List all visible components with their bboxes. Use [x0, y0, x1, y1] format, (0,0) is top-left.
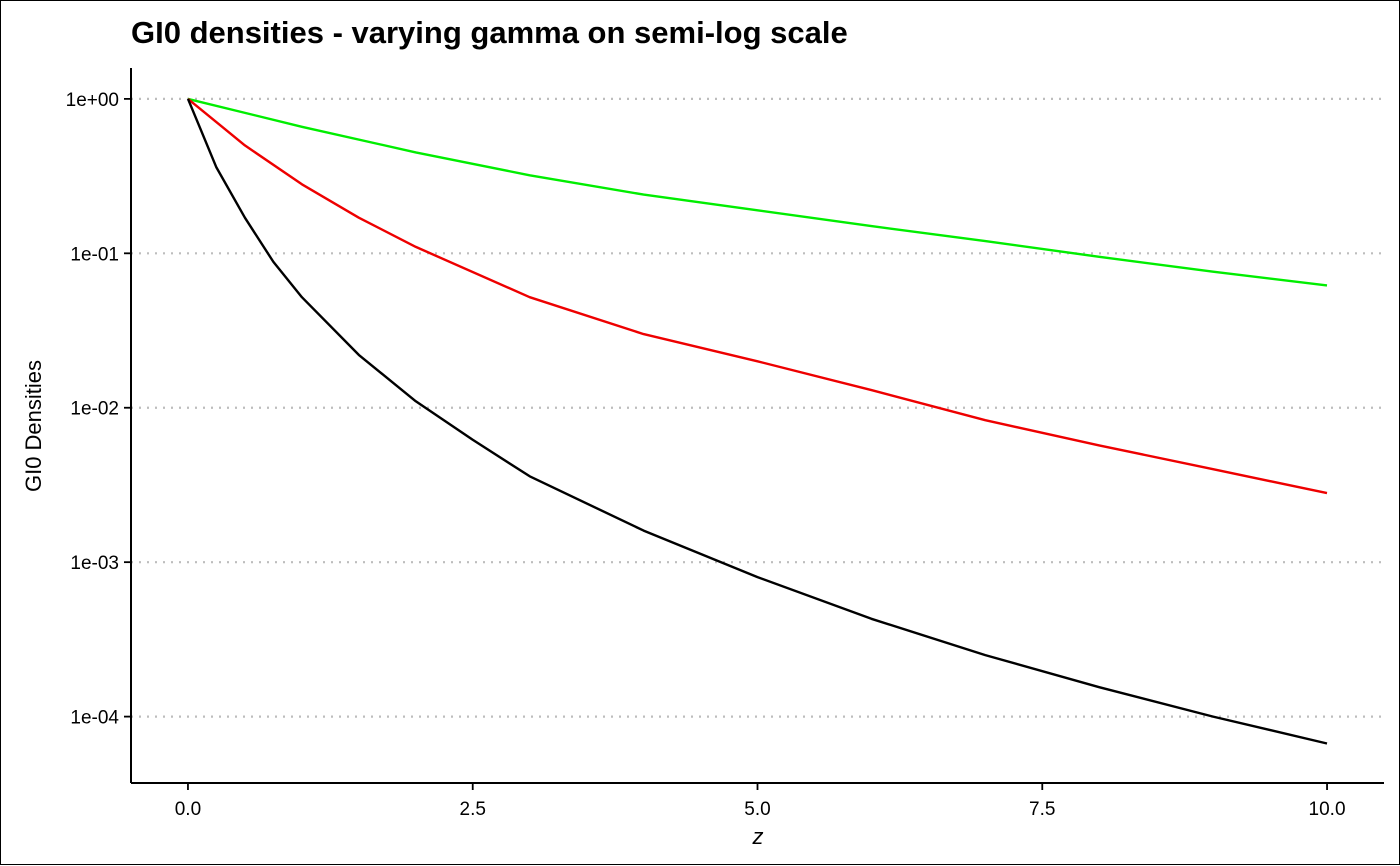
x-tick-label: 7.5	[1029, 799, 1055, 820]
gridlines	[131, 97, 1384, 718]
x-tick-label: 5.0	[744, 799, 770, 820]
y-ticks: 1e+00 1e-01 1e-02 1e-03 1e-04	[66, 90, 131, 729]
x-ticks: 0.0 2.5 5.0 7.5 10.0	[175, 783, 1346, 820]
series-line-2	[187, 97, 1328, 495]
series-layer	[186, 97, 1328, 745]
x-tick-label: 0.0	[175, 799, 201, 820]
x-tick-label: 2.5	[460, 799, 486, 820]
y-tick-label: 1e+00	[66, 90, 119, 111]
y-tick-label: 1e-03	[70, 553, 119, 574]
series-line-1	[187, 97, 1328, 287]
y-tick-label: 1e-04	[70, 708, 119, 729]
y-tick-label: 1e-01	[70, 244, 119, 265]
series-line-3	[186, 98, 1328, 745]
y-tick-label: 1e-02	[70, 399, 119, 420]
x-tick-label: 10.0	[1309, 799, 1346, 820]
axes	[130, 68, 1384, 784]
y-axis-label: GI0 Densities	[21, 360, 46, 492]
x-axis-label: z	[752, 824, 764, 849]
chart-title: GI0 densities - varying gamma on semi-lo…	[131, 15, 848, 50]
